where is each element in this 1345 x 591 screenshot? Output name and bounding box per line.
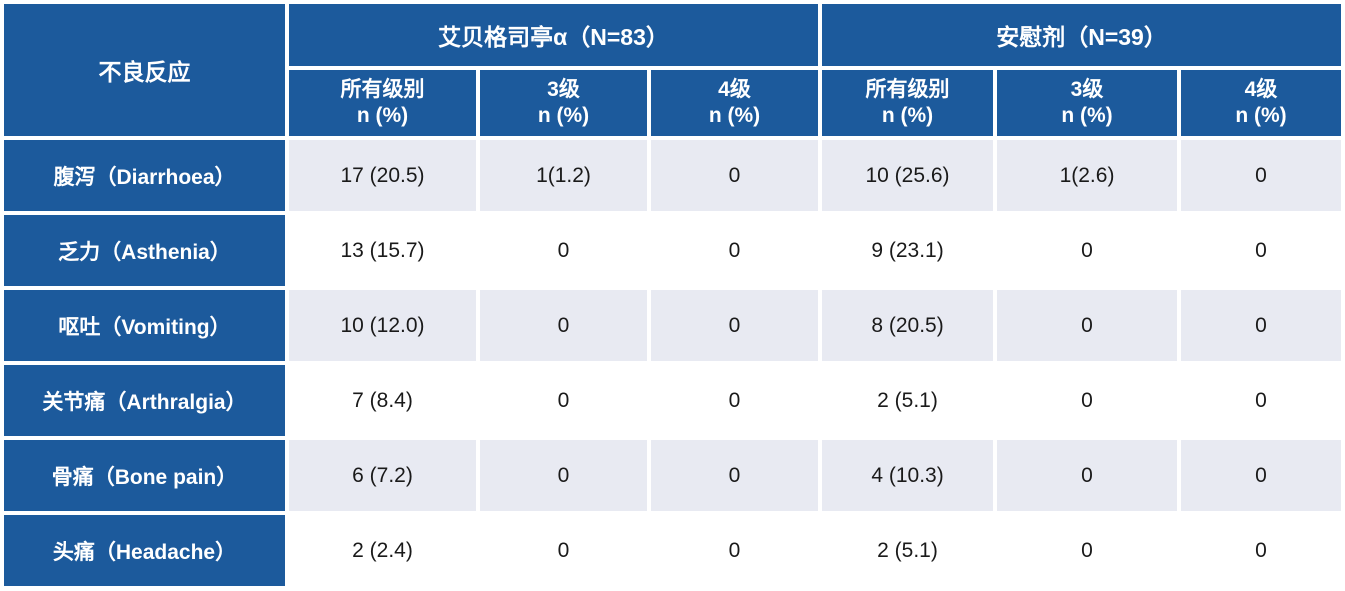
table-cell: 0 (480, 215, 647, 286)
table-cell: 0 (480, 365, 647, 436)
subheader-placebo-grade3: 3级 n (%) (997, 70, 1178, 136)
table-row-asthenia: 乏力（Asthenia） 13 (15.7) 0 0 9 (23.1) 0 0 (4, 215, 1342, 286)
subheader-line1: 4级 (1244, 77, 1278, 101)
table-cell: 0 (651, 140, 819, 211)
row-label: 骨痛（Bone pain） (4, 440, 285, 511)
table-row-arthralgia: 关节痛（Arthralgia） 7 (8.4) 0 0 2 (5.1) 0 0 (4, 365, 1342, 436)
row-label: 关节痛（Arthralgia） (4, 365, 285, 436)
group-header-placebo: 安慰剂（N=39） (822, 4, 1342, 66)
subheader-line1: 所有级别 (340, 77, 425, 101)
table-cell: 2 (5.1) (822, 365, 994, 436)
table-cell: 6 (7.2) (289, 440, 476, 511)
table-row-headache: 头痛（Headache） 2 (2.4) 0 0 2 (5.1) 0 0 (4, 515, 1342, 586)
table-row-vomiting: 呕吐（Vomiting） 10 (12.0) 0 0 8 (20.5) 0 0 (4, 290, 1342, 361)
table-cell: 1(2.6) (997, 140, 1178, 211)
subheader-line1: 4级 (718, 77, 751, 101)
table-row-diarrhoea: 腹泻（Diarrhoea） 17 (20.5) 1(1.2) 0 10 (25.… (4, 140, 1342, 211)
subheader-drug-all-grades: 所有级别 n (%) (289, 70, 476, 136)
subheader-drug-grade4: 4级 n (%) (651, 70, 819, 136)
subheader-line1: 3级 (547, 77, 580, 101)
subheader-placebo-grade4: 4级 n (%) (1181, 70, 1342, 136)
table-cell: 4 (10.3) (822, 440, 994, 511)
table-cell: 0 (651, 215, 819, 286)
table-cell: 0 (1181, 515, 1342, 586)
row-label: 呕吐（Vomiting） (4, 290, 285, 361)
table-cell: 0 (480, 515, 647, 586)
table-cell: 0 (480, 440, 647, 511)
table-cell: 0 (997, 515, 1178, 586)
subheader-line2: n (%) (356, 104, 409, 127)
corner-header-adverse-reaction: 不良反应 (4, 4, 285, 136)
table-cell: 0 (651, 365, 819, 436)
subheader-line2: n (%) (1061, 104, 1113, 127)
table-cell: 0 (1181, 440, 1342, 511)
table-cell: 1(1.2) (480, 140, 647, 211)
table-cell: 0 (651, 440, 819, 511)
table-cell: 2 (2.4) (289, 515, 476, 586)
subheader-line2: n (%) (708, 104, 761, 127)
table-cell: 0 (480, 290, 647, 361)
table-cell: 0 (1181, 290, 1342, 361)
subheader-drug-grade3: 3级 n (%) (480, 70, 647, 136)
row-label: 乏力（Asthenia） (4, 215, 285, 286)
table-cell: 0 (997, 440, 1178, 511)
row-label: 腹泻（Diarrhoea） (4, 140, 285, 211)
table-cell: 0 (651, 290, 819, 361)
table-cell: 0 (1181, 215, 1342, 286)
table-cell: 0 (997, 290, 1178, 361)
group-header-efbemalenograstim: 艾贝格司亭α（N=83） (289, 4, 819, 66)
subheader-line1: 3级 (1070, 77, 1104, 101)
table-cell: 17 (20.5) (289, 140, 476, 211)
table-cell: 13 (15.7) (289, 215, 476, 286)
table-cell: 0 (1181, 140, 1342, 211)
table-cell: 7 (8.4) (289, 365, 476, 436)
table-cell: 8 (20.5) (822, 290, 994, 361)
table-cell: 0 (997, 365, 1178, 436)
table-cell: 10 (12.0) (289, 290, 476, 361)
table-cell: 0 (997, 215, 1178, 286)
subheader-line2: n (%) (881, 104, 934, 127)
table-cell: 0 (1181, 365, 1342, 436)
table-cell: 2 (5.1) (822, 515, 994, 586)
row-label: 头痛（Headache） (4, 515, 285, 586)
subheader-placebo-all-grades: 所有级别 n (%) (822, 70, 994, 136)
table-cell: 0 (651, 515, 819, 586)
table-row-bone-pain: 骨痛（Bone pain） 6 (7.2) 0 0 4 (10.3) 0 0 (4, 440, 1342, 511)
table-cell: 10 (25.6) (822, 140, 994, 211)
subheader-line2: n (%) (537, 104, 590, 127)
subheader-line2: n (%) (1235, 104, 1287, 127)
subheader-line1: 所有级别 (865, 77, 950, 101)
table-cell: 9 (23.1) (822, 215, 994, 286)
